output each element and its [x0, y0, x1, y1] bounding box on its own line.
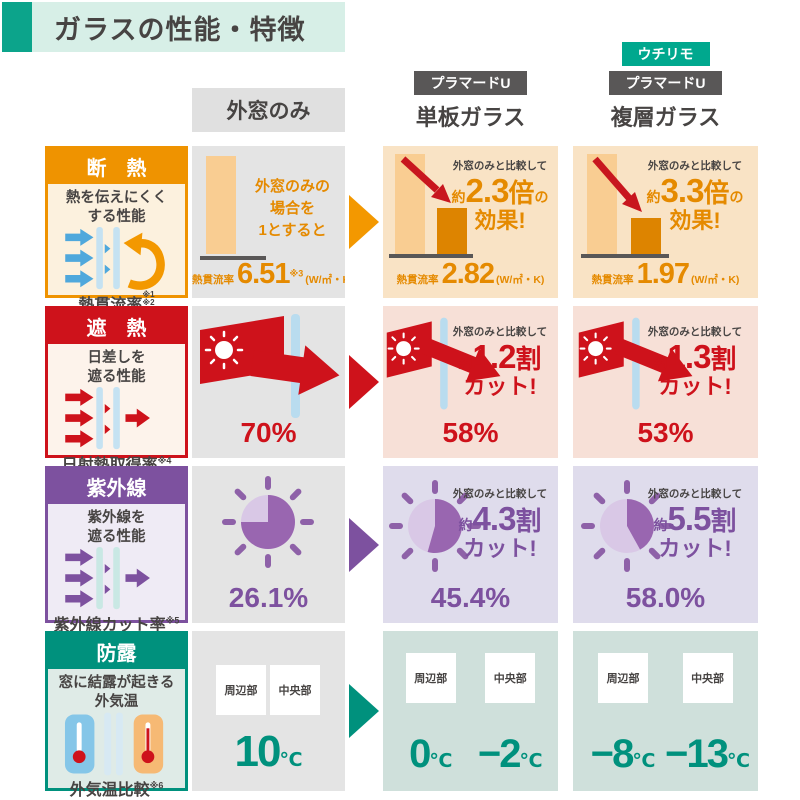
bar-dark [631, 218, 661, 254]
uv-metric: 紫外線カット率※5 [53, 615, 180, 634]
plamado-badge: プラマードU [414, 71, 527, 95]
cell-shading-double: 外窓のみと比較して 約1.3割 カット! 53% [573, 306, 758, 458]
sunbeam-through-glass-icon [200, 314, 340, 418]
plamado-badge-2: プラマードU [609, 71, 722, 95]
compare-block: 外窓のみと比較して 約3.3倍の 効果! [646, 160, 744, 233]
arrow-right-icon [349, 195, 379, 249]
cell-condensation-single: 周辺部 0℃ 中央部 −2℃ [383, 631, 558, 791]
edge-column: 周辺部 −8℃ [581, 653, 665, 777]
column-header-single: プラマードU 単板ガラス [383, 43, 558, 138]
outer-window-header: 外窓のみ [192, 88, 345, 132]
uchirimo-badge: ウチリモ [621, 42, 710, 66]
double-glass-label: 複層ガラス [610, 105, 721, 130]
arrow-condensation [345, 631, 383, 791]
edge-zone-box: 周辺部 [598, 653, 649, 703]
edge-zone-box: 周辺部 [405, 653, 456, 703]
center-column: 中央部 −2℃ [471, 653, 551, 777]
page-title: ガラスの性能・特徴 [54, 14, 306, 45]
uv-sun-pie-icon [389, 480, 481, 572]
temp-value-center: −2℃ [477, 732, 543, 776]
u-value-single: 熱貫流率 2.82 (W/㎡・K) [396, 258, 545, 290]
edge-column: 周辺部 0℃ [391, 653, 471, 777]
sun-block-arrows-icon [64, 386, 150, 449]
center-zone-box: 中央部 [270, 665, 320, 715]
shading-value-double: 53% [637, 417, 694, 448]
temp-value-edge: 0℃ [409, 732, 453, 776]
compare-block: 外窓のみと比較して 約4.3割 カット! [452, 488, 548, 561]
decrease-arrow-icon [592, 156, 642, 212]
temp-columns: 周辺部 0℃ 中央部 −2℃ [383, 631, 558, 791]
thermometers-icon [64, 712, 163, 776]
shading-value-single: 58% [442, 417, 499, 448]
compare-block: 外窓のみと比較して 約5.5割 カット! [647, 488, 743, 561]
shading-desc: 日差しを 遮る性能 [87, 350, 146, 385]
insulation-title: 断 熱 [48, 149, 185, 184]
compare-block: 外窓のみと比較して 約1.2割 カット! [452, 326, 548, 399]
arrow-right-icon [349, 355, 379, 409]
cell-uv-outer: 26.1% [192, 466, 345, 623]
heat-flow-arrows-icon [64, 226, 165, 290]
condensation-metric: 外気温比較※6 [69, 780, 164, 799]
center-zone-box: 中央部 [682, 653, 733, 703]
uv-value-single: 45.4% [430, 582, 511, 613]
cell-uv-single: 外窓のみと比較して 約4.3割 カット! 45.4% [383, 466, 558, 623]
compare-block: 外窓のみと比較して 約2.3倍の 効果! [451, 160, 549, 233]
center-zone-box: 中央部 [485, 653, 536, 703]
bar-baseline [581, 254, 669, 258]
cell-insulation-double: 外窓のみと比較して 約3.3倍の 効果! 熱貫流率 1.97 (W/㎡・K) [573, 146, 758, 298]
uv-block-arrows-icon [64, 546, 150, 609]
compare-block: 外窓のみと比較して 約1.3割 カット! [647, 326, 743, 399]
uv-desc: 紫外線を 遮る性能 [87, 510, 146, 545]
outer-bar [206, 156, 236, 254]
cell-condensation-outer: 周辺部 中央部 10℃ [192, 631, 345, 791]
u-value-double: 熱貫流率 1.97 (W/㎡・K) [591, 258, 740, 290]
temp-value-outer: 10℃ [234, 727, 303, 776]
condensation-title: 防露 [48, 634, 185, 669]
page-title-container: ガラスの性能・特徴 [32, 2, 345, 52]
condensation-desc: 窓に結露が起きる 外気温 [58, 675, 175, 710]
decrease-arrow-icon [400, 156, 451, 203]
column-header-double: ウチリモ プラマードU 複層ガラス [573, 42, 758, 138]
bar-baseline [389, 254, 473, 258]
sunbeam-cut-icon [386, 317, 501, 410]
edge-zone-box: 周辺部 [216, 665, 266, 715]
arrow-uv [345, 466, 383, 623]
arrow-right-icon [349, 684, 379, 738]
uv-title: 紫外線 [48, 469, 185, 504]
temp-columns: 周辺部 −8℃ 中央部 −13℃ [573, 631, 758, 791]
cell-insulation-single: 外窓のみと比較して 約2.3倍の 効果! 熱貫流率 2.82 (W/㎡・K) [383, 146, 558, 298]
arrow-insulation [345, 146, 383, 298]
row-uv-label: 紫外線 紫外線を 遮る性能 [45, 466, 188, 634]
cell-shading-outer: 70% [192, 306, 345, 458]
temp-value-edge: −8℃ [590, 732, 656, 776]
temp-value-center: −13℃ [665, 732, 750, 776]
shading-value-outer: 70% [240, 417, 297, 448]
title-accent-square [2, 2, 32, 52]
bar-dark [437, 208, 467, 254]
sunbeam-cut-icon [578, 317, 693, 410]
center-column: 中央部 −13℃ [665, 653, 750, 777]
comparison-table: 外窓のみ プラマードU 単板ガラス ウチリモ プラマードU 複層ガラス 断 熱 … [45, 42, 758, 799]
column-header-outer: 外窓のみ [192, 43, 345, 138]
cell-uv-double: 外窓のみと比較して 約5.5割 カット! 58.0% [573, 466, 758, 623]
arrow-right-icon [349, 517, 379, 572]
uv-value-outer: 26.1% [228, 582, 309, 613]
uv-sun-pie-icon [222, 476, 314, 568]
shading-title: 遮 熱 [48, 309, 185, 344]
cell-condensation-double: 周辺部 −8℃ 中央部 −13℃ [573, 631, 758, 791]
outer-caption: 外窓のみの 場合を 1とすると [254, 178, 330, 239]
insulation-desc: 熱を伝えにくく する性能 [65, 190, 168, 225]
single-glass-label: 単板ガラス [415, 105, 526, 130]
cell-shading-single: 外窓のみと比較して 約1.2割 カット! 58% [383, 306, 558, 458]
bar-baseline [200, 256, 266, 260]
uv-sun-pie-icon [581, 480, 673, 572]
uv-value-double: 58.0% [625, 582, 706, 613]
row-shading-label: 遮 熱 日差しを 遮る性能 [45, 306, 188, 474]
row-condensation-label: 防露 窓に結露が起きる 外気温 外気温 [45, 631, 188, 799]
row-insulation-label: 断 熱 熱を伝えにくく する性能 [45, 146, 188, 314]
arrow-shading [345, 306, 383, 458]
